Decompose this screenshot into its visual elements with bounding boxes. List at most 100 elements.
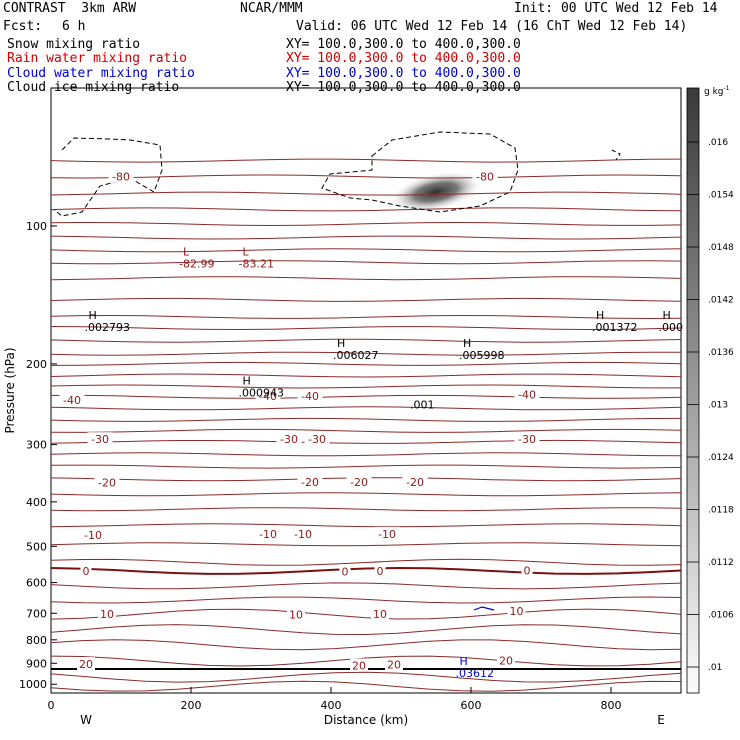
- direction-west: W: [80, 713, 92, 727]
- contour-label: 20: [499, 655, 513, 668]
- contour-label: 0: [377, 565, 384, 578]
- x-tick-label: 200: [181, 699, 202, 712]
- x-tick-label: 400: [321, 699, 342, 712]
- contour-label: 20: [352, 659, 366, 672]
- isotherm-line: [51, 523, 681, 528]
- y-tick-label: 400: [26, 496, 47, 509]
- isotherm-line: [51, 314, 681, 320]
- contour-label-bg: [385, 657, 403, 671]
- contour-label-bg: [402, 475, 428, 489]
- contour-label: -20: [98, 477, 116, 490]
- isotherm-line: [51, 608, 681, 620]
- x-axis-label: Distance (km): [324, 713, 408, 727]
- colorbar-tick-label: .0142: [708, 296, 734, 306]
- extremum-value: .001372: [592, 321, 638, 334]
- colorbar-tick-label: .016: [708, 138, 728, 148]
- isotherm-line: [51, 394, 681, 399]
- extremum-marker: H: [663, 309, 671, 322]
- isotherm-line: [51, 276, 681, 281]
- contour-label-bg: [98, 607, 116, 621]
- colorbar-tick-label: .0124: [708, 453, 734, 463]
- extremum-value: .001: [410, 399, 435, 412]
- extremum-marker: H: [243, 374, 251, 387]
- contour-label: -20: [350, 476, 368, 489]
- isotherm-line: [51, 373, 681, 378]
- contour-label: -20: [301, 476, 319, 489]
- extremum-marker: H: [337, 337, 345, 350]
- title-left: CONTRAST 3km ARW: [3, 1, 137, 16]
- contour-label: -80: [476, 171, 494, 184]
- contour-label: -30: [280, 433, 298, 446]
- contour-label-bg: [514, 387, 540, 401]
- y-tick-label: 800: [26, 634, 47, 647]
- contour-label: -20: [406, 476, 424, 489]
- contour-label-bg: [350, 658, 368, 672]
- init-time: Init: 00 UTC Wed 12 Feb 14: [514, 1, 718, 16]
- contour-label-bg: [255, 526, 281, 540]
- extremum-marker: H: [460, 655, 468, 668]
- isotherm-line: [51, 439, 681, 444]
- contour-label: -80: [112, 171, 130, 184]
- extremum-value: .006027: [333, 349, 379, 362]
- isotherm-line: [51, 351, 681, 356]
- extremum-marker: H: [596, 309, 604, 322]
- plot-frame: [50, 87, 682, 694]
- y-tick-label: 100: [26, 220, 47, 233]
- contour-label-bg: [287, 607, 305, 621]
- isotherm-line: [51, 655, 681, 667]
- contour-label: 10: [373, 608, 387, 621]
- cloud-ice-contour: [611, 149, 621, 161]
- contour-label-bg: [339, 564, 351, 578]
- extremum-value: .000: [659, 321, 684, 334]
- contour-label: 0: [524, 564, 531, 577]
- contour-label-bg: [59, 393, 85, 407]
- contour-label: 0: [342, 565, 349, 578]
- contour-label: -10: [378, 528, 396, 541]
- colorbar-tick-label: .01: [708, 663, 722, 673]
- contour-label-bg: [497, 653, 515, 667]
- contour-label-bg: [108, 169, 134, 183]
- isotherm-line: [51, 464, 681, 469]
- contour-label-bg: [77, 657, 95, 671]
- field-xy-snow: XY= 100.0,300.0 to 400.0,300.0: [286, 37, 521, 52]
- contour-label: 20: [387, 659, 401, 672]
- isotherm-line: [51, 158, 681, 163]
- y-tick-label: 500: [26, 540, 47, 553]
- contour-label-bg: [80, 528, 106, 542]
- snow-shading-blob: [388, 170, 484, 214]
- contour-label: -40: [63, 394, 81, 407]
- contour-label: -30: [91, 433, 109, 446]
- contour-label-bg: [290, 526, 316, 540]
- field-name-snow: Snow mixing ratio: [7, 37, 141, 52]
- colorbar-tick-label: .0136: [708, 348, 734, 358]
- contour-label-bg: [374, 526, 400, 540]
- extremum-value: .005998: [459, 349, 505, 362]
- fcst-value: 6 h: [62, 19, 86, 34]
- isotherm-line: [51, 191, 681, 196]
- contour-label: -30: [308, 433, 326, 446]
- colorbar-tick-label: .0148: [708, 243, 734, 253]
- colorbar-tick-label: .0106: [708, 611, 734, 621]
- contour-label-bg: [371, 607, 389, 621]
- extremum-marker: L: [243, 246, 250, 259]
- contour-label-bg: [374, 563, 386, 577]
- contour-label: 10: [510, 605, 524, 618]
- contour-label-bg: [87, 432, 113, 446]
- contour-label: -40: [518, 388, 536, 401]
- extremum-value: .002793: [85, 321, 131, 334]
- x-tick-label: 800: [601, 699, 622, 712]
- contour-label: -10: [294, 528, 312, 541]
- contour-label: -40: [259, 390, 277, 403]
- contour-label-bg: [80, 563, 92, 577]
- y-tick-label: 700: [26, 607, 47, 620]
- extremum-value: -82.99: [179, 258, 214, 271]
- y-tick-label: 600: [26, 577, 47, 590]
- isotherm-line: [51, 558, 681, 566]
- isotherm-line: [51, 596, 681, 604]
- contour-label-bg: [297, 475, 323, 489]
- contour-label: 10: [289, 609, 303, 622]
- x-tick-label: 0: [48, 699, 55, 712]
- extremum-marker: L: [183, 246, 190, 259]
- colorbar-tick-label: .0154: [708, 191, 734, 201]
